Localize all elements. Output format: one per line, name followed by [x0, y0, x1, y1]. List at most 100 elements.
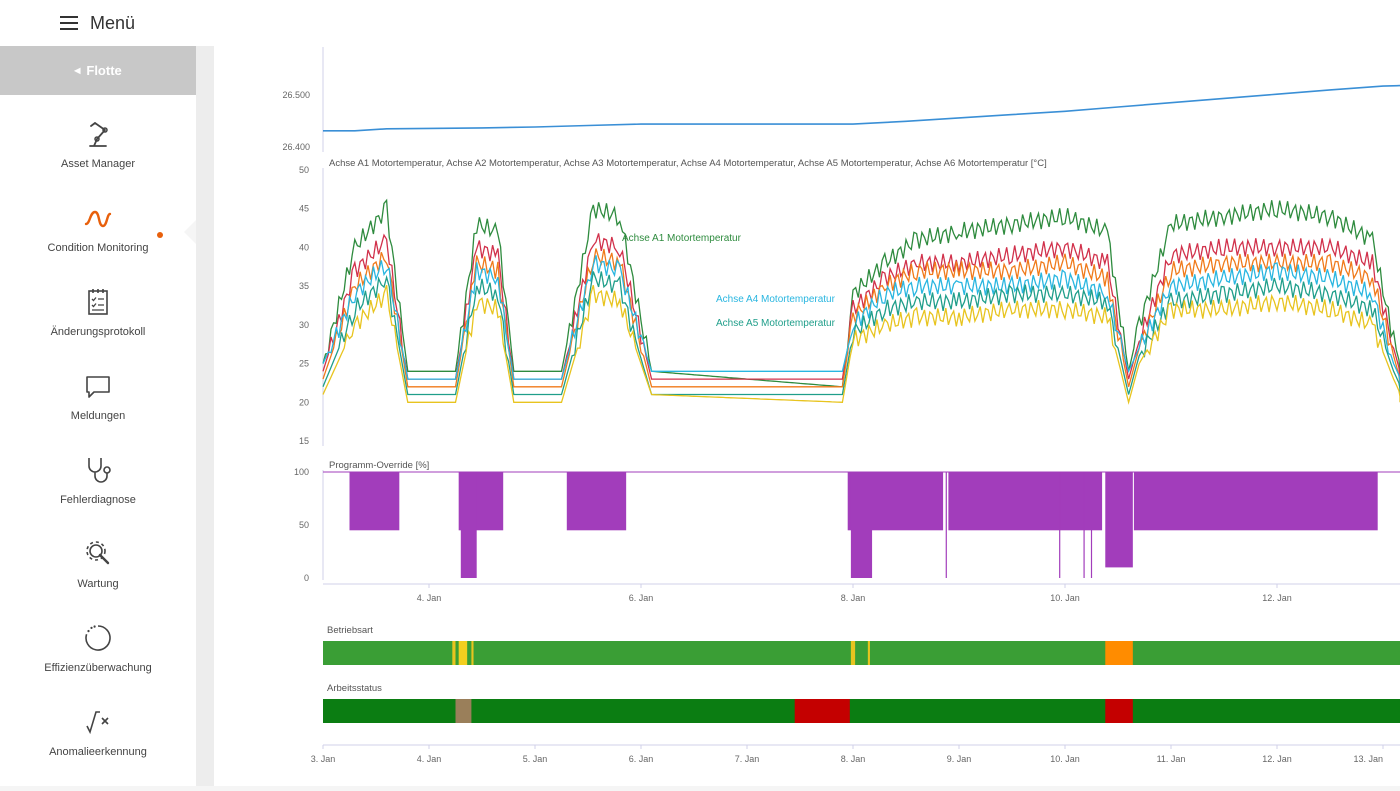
wave-icon	[84, 210, 112, 228]
band-segment-1	[452, 641, 456, 665]
sidebar-item-label: Asset Manager	[61, 158, 135, 170]
sidebar-item-label: Meldungen	[70, 410, 126, 422]
sidebar-item-label: Anomalieerkennung	[49, 746, 147, 758]
chart-title: Programm-Override [%]	[329, 460, 429, 471]
sidebar-item-wartung[interactable]: Wartung	[0, 532, 196, 612]
x-tick-label: 11. Jan	[1157, 754, 1186, 764]
sidebar-item-asset-manager[interactable]: Asset Manager	[0, 112, 196, 192]
sidebar-gutter	[196, 46, 214, 786]
band-segment-1	[455, 699, 472, 723]
y-tick-label: 25	[299, 359, 309, 369]
menu-button[interactable]: Menü	[58, 10, 135, 36]
x-tick-label: 12. Jan	[1262, 754, 1292, 764]
chevron-left-icon: ◀	[74, 66, 81, 75]
series-line-1	[322, 198, 1400, 388]
series-label-a4: Achse A4 Motortemperatur	[716, 294, 836, 305]
series-line-odometer	[323, 84, 1400, 132]
y-tick-label: 100	[294, 467, 309, 477]
override-segment-1	[349, 472, 400, 531]
band-title: Arbeitsstatus	[327, 683, 382, 694]
series-line-6	[322, 284, 1400, 405]
y-tick-label: 50	[299, 165, 309, 175]
x-tick-label: 5. Jan	[523, 754, 548, 764]
series-label-a5: Achse A5 Motortemperatur	[716, 318, 836, 329]
sqrt-x-icon	[86, 711, 109, 735]
x-tick-label: 12. Jan	[1262, 593, 1292, 603]
series-line-5	[322, 271, 1400, 396]
sidebar-item-effizienzueberwachung[interactable]: Effizienzüberwachung	[0, 616, 196, 696]
y-tick-label: 35	[299, 281, 309, 291]
main-content: 26.500 26.400 Achse A1 Motortemperatur, …	[214, 46, 1400, 786]
menu-label: Menü	[90, 12, 136, 33]
band-segment-3	[1105, 699, 1133, 723]
x-tick-label: 6. Jan	[629, 754, 654, 764]
y-tick-label: 45	[299, 204, 309, 214]
override-chart: Programm-Override [%] 100 50 0 4. Jan 6. Ja…	[294, 460, 1400, 603]
x-tick-label: 7. Jan	[735, 754, 760, 764]
y-tick-label: 30	[299, 320, 309, 330]
band-title: Betriebsart	[327, 625, 373, 636]
fleet-back-button[interactable]: ◀ Flotte	[0, 46, 196, 95]
active-indicator-dot	[157, 232, 163, 238]
robot-arm-icon	[89, 122, 108, 147]
arbeitsstatus-band: Arbeitsstatus 3. Jan 4. Jan 5. Jan 6. Jan 7.…	[311, 683, 1400, 764]
y-tick-label: 40	[299, 242, 309, 252]
override-segment-4	[566, 472, 627, 531]
x-tick-label: 13. Jan	[1353, 754, 1383, 764]
temperature-chart: Achse A1 Motortemperatur, Achse A2 Motor…	[299, 158, 1400, 446]
x-tick-label: 8. Jan	[841, 593, 866, 603]
band-segment-4	[850, 641, 856, 665]
override-segment-7	[948, 472, 1103, 531]
y-tick-label: 26.400	[282, 142, 310, 152]
y-tick-label: 26.500	[282, 90, 310, 100]
sidebar-item-label: Fehlerdiagnose	[60, 494, 136, 506]
x-tick-label: 10. Jan	[1050, 593, 1080, 603]
band-base	[323, 641, 1400, 665]
series-label-a1: Achse A1 Motortemperatur	[622, 233, 742, 244]
sidebar-item-label: Wartung	[77, 578, 119, 590]
sidebar: ◀ Flotte Asset Manager Condition Monitor…	[0, 46, 196, 786]
x-tick-label: 4. Jan	[417, 754, 442, 764]
x-tick-label: 9. Jan	[947, 754, 972, 764]
x-tick-label: 8. Jan	[841, 754, 866, 764]
series-line-4	[322, 255, 1400, 387]
sidebar-item-label: Änderungsprotokoll	[50, 326, 146, 338]
override-segment-3	[460, 472, 477, 578]
x-tick-label: 4. Jan	[417, 593, 442, 603]
checklist-icon	[88, 289, 108, 315]
band-segment-2	[458, 641, 468, 665]
betriebsart-band: Betriebsart	[323, 625, 1400, 665]
sidebar-item-aenderungsprotokoll[interactable]: Änderungsprotokoll	[0, 280, 196, 360]
band-base	[323, 699, 1400, 723]
fleet-back-label: Flotte	[86, 63, 122, 78]
sidebar-item-anomalieerkennung[interactable]: Anomalieerkennung	[0, 700, 196, 780]
y-tick-label: 15	[299, 436, 309, 446]
y-tick-label: 20	[299, 397, 309, 407]
sidebar-item-meldungen[interactable]: Meldungen	[0, 364, 196, 444]
y-tick-label: 0	[304, 573, 309, 583]
band-segment-6	[1105, 641, 1133, 665]
x-tick-label: 10. Jan	[1050, 754, 1080, 764]
band-segment-2	[794, 699, 850, 723]
sidebar-item-label: Condition Monitoring	[47, 242, 149, 254]
band-segment-3	[471, 641, 474, 665]
stethoscope-icon	[88, 458, 111, 483]
sidebar-item-condition-monitoring[interactable]: Condition Monitoring	[0, 196, 196, 276]
speech-bubble-icon	[86, 376, 110, 398]
sidebar-item-fehlerdiagnose[interactable]: Fehlerdiagnose	[0, 448, 196, 528]
band-segment-5	[867, 641, 870, 665]
x-tick-label: 6. Jan	[629, 593, 654, 603]
active-indicator-notch	[184, 220, 196, 244]
x-tick-label: 3. Jan	[311, 754, 336, 764]
hamburger-icon	[60, 16, 78, 30]
override-segment-9	[1133, 472, 1378, 531]
override-segment-8	[1105, 472, 1133, 568]
condition-monitoring-charts: 26.500 26.400 Achse A1 Motortemperatur, …	[282, 47, 1400, 764]
wrench-gear-icon	[86, 541, 110, 565]
override-segment-6	[850, 472, 873, 578]
top-bar: Menü	[0, 0, 1400, 46]
chart-title: Achse A1 Motortemperatur, Achse A2 Motor…	[329, 158, 1047, 169]
odometer-chart: 26.500 26.400	[282, 47, 1400, 152]
sidebar-item-label: Effizienzüberwachung	[44, 662, 152, 674]
dotted-circle-icon	[85, 625, 111, 651]
